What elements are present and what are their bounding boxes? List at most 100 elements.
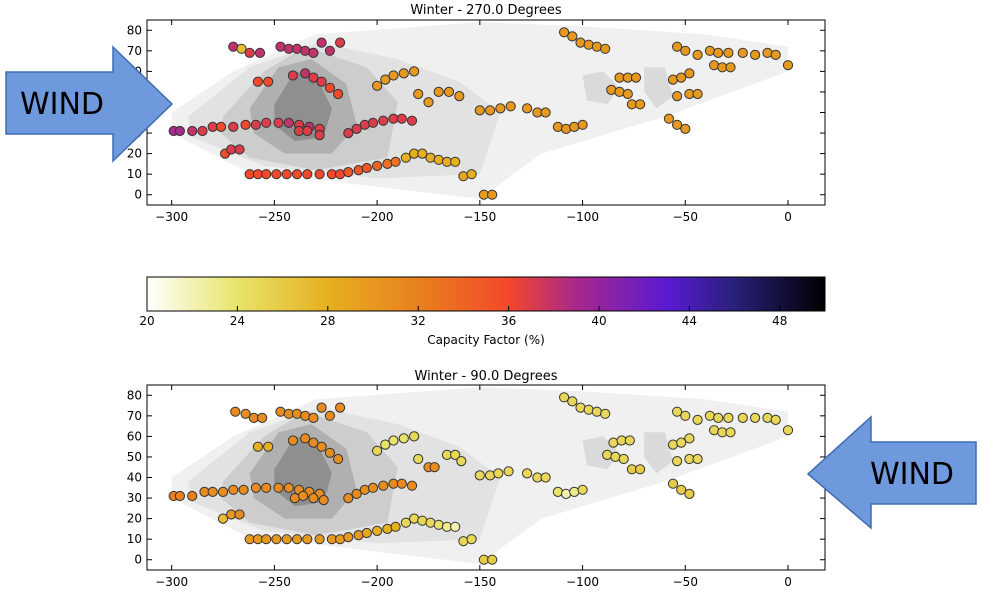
wind-arrow-right: WIND (5, 45, 174, 163)
data-point (454, 91, 465, 102)
data-point (228, 41, 239, 52)
colorbar-tick-label: 32 (411, 314, 426, 328)
data-point (723, 412, 734, 423)
data-point (353, 530, 364, 541)
data-point (300, 433, 311, 444)
data-point (174, 125, 185, 137)
data-point (187, 490, 198, 502)
data-point (433, 519, 444, 530)
y-tick-label: 20 (127, 512, 142, 526)
data-point (263, 441, 274, 452)
data-point (737, 412, 748, 423)
data-point (230, 406, 241, 417)
data-point (250, 119, 261, 130)
data-point (244, 47, 255, 59)
data-point (275, 406, 286, 417)
data-point (667, 478, 679, 489)
data-point (680, 410, 691, 421)
data-point (503, 466, 514, 477)
data-point (316, 402, 327, 413)
data-point (333, 88, 344, 100)
data-point (289, 493, 300, 504)
data-point (676, 437, 687, 448)
data-point (380, 439, 391, 450)
data-point (335, 169, 346, 180)
data-point (692, 49, 703, 61)
chart-title: Winter - 90.0 Degrees (415, 369, 558, 384)
data-point (300, 45, 311, 56)
data-point (252, 441, 263, 452)
data-point (575, 37, 586, 48)
data-point (343, 493, 354, 504)
data-point (485, 470, 496, 481)
data-point (378, 115, 389, 126)
x-tick-label: −200 (361, 210, 394, 224)
y-tick-label: 70 (127, 409, 142, 423)
data-point (770, 414, 781, 425)
data-point (409, 431, 420, 442)
data-point (398, 68, 409, 79)
data-point (215, 121, 227, 133)
y-tick-label: 30 (127, 491, 142, 505)
x-tick-label: −100 (566, 575, 599, 587)
data-point (622, 88, 633, 100)
data-point (308, 72, 319, 83)
data-point (709, 425, 720, 436)
data-point (281, 169, 292, 180)
data-point (275, 41, 286, 52)
y-tick-label: 10 (127, 532, 142, 546)
data-point (308, 493, 319, 504)
data-point (236, 43, 247, 54)
data-point (324, 447, 335, 458)
data-point (458, 536, 469, 547)
data-point (343, 128, 354, 139)
data-point (308, 437, 319, 448)
data-point (409, 66, 420, 77)
data-point (261, 117, 272, 128)
y-tick-label: 20 (127, 147, 142, 161)
data-point (583, 39, 594, 50)
data-point (335, 402, 346, 413)
data-point (252, 76, 263, 87)
data-point (254, 47, 266, 59)
data-point (709, 60, 720, 71)
x-tick-label: 0 (784, 575, 792, 587)
y-tick-label: 80 (127, 388, 142, 402)
data-point (770, 49, 781, 61)
data-point (591, 406, 603, 417)
data-point (676, 72, 687, 83)
data-point (406, 480, 418, 491)
y-axis: 0 10 20 30 40 50 60 70 80 (127, 388, 825, 567)
data-point (367, 117, 379, 128)
data-point (713, 412, 724, 423)
data-point (361, 162, 372, 174)
data-point (343, 532, 354, 543)
data-point (390, 156, 401, 167)
data-point (359, 484, 370, 495)
data-point (273, 117, 284, 128)
data-point (261, 482, 272, 493)
data-point (474, 470, 485, 481)
colorbar-label: Capacity Factor (%) (427, 333, 545, 347)
data-point (367, 482, 379, 493)
data-point (302, 125, 313, 137)
x-tick-label: −300 (155, 575, 188, 587)
data-point (287, 435, 298, 446)
data-point (174, 490, 185, 502)
data-point (485, 105, 496, 116)
data-point (324, 45, 335, 56)
data-point (672, 406, 683, 417)
x-tick-label: −250 (258, 210, 291, 224)
data-point (302, 169, 313, 180)
data-point (466, 169, 477, 180)
y-tick-label: 0 (134, 553, 142, 567)
data-point (316, 441, 327, 452)
data-point (240, 119, 251, 130)
data-point (314, 534, 325, 545)
colorbar-tick-label: 20 (139, 314, 154, 328)
data-point (591, 41, 603, 52)
data-point (261, 169, 272, 180)
data-point (318, 495, 329, 506)
data-point (382, 158, 393, 169)
